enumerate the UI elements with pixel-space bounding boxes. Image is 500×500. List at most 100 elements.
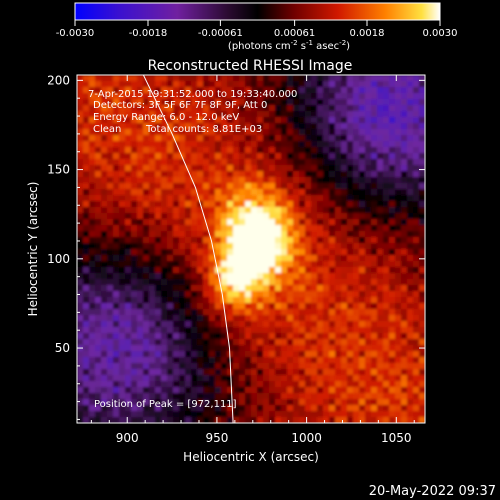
heatmap-cell	[317, 87, 324, 94]
heatmap-cell	[389, 291, 396, 298]
heatmap-cell	[257, 129, 264, 136]
heatmap-cell	[377, 165, 384, 172]
heatmap-cell	[209, 279, 216, 286]
heatmap-cell	[239, 309, 246, 316]
heatmap-cell	[137, 75, 144, 82]
heatmap-cell	[95, 135, 102, 142]
heatmap-cell	[353, 399, 360, 406]
heatmap-cell	[299, 387, 306, 394]
heatmap-cell	[317, 387, 324, 394]
heatmap-cell	[89, 141, 96, 148]
heatmap-cell	[119, 87, 126, 94]
heatmap-cell	[161, 375, 168, 382]
heatmap-cell	[383, 249, 390, 256]
heatmap-cell	[287, 201, 294, 208]
heatmap-cell	[287, 237, 294, 244]
heatmap-cell	[203, 225, 210, 232]
heatmap-cell	[335, 351, 342, 358]
heatmap-cell	[263, 99, 270, 106]
heatmap-cell	[209, 387, 216, 394]
heatmap-cell	[101, 195, 108, 202]
heatmap-cell	[203, 153, 210, 160]
heatmap-cell	[263, 285, 270, 292]
heatmap-cell	[335, 393, 342, 400]
heatmap-cell	[167, 273, 174, 280]
heatmap-cell	[215, 165, 222, 172]
heatmap-cell	[395, 75, 402, 82]
heatmap-cell	[239, 81, 246, 88]
heatmap-cell	[233, 291, 240, 298]
heatmap-cell	[257, 159, 264, 166]
heatmap-cell	[119, 117, 126, 124]
heatmap-cell	[77, 363, 84, 370]
heatmap-cell	[101, 333, 108, 340]
heatmap-cell	[257, 405, 264, 412]
heatmap-cell	[107, 327, 114, 334]
heatmap-cell	[83, 177, 90, 184]
heatmap-cell	[359, 105, 366, 112]
heatmap-cell	[161, 75, 168, 82]
heatmap-cell	[77, 165, 84, 172]
heatmap-cell	[413, 225, 420, 232]
heatmap-cell	[113, 129, 120, 136]
heatmap-cell	[287, 327, 294, 334]
heatmap-cell	[311, 189, 318, 196]
heatmap-cell	[119, 243, 126, 250]
heatmap-cell	[251, 159, 258, 166]
heatmap-cell	[83, 213, 90, 220]
heatmap-cell	[107, 93, 114, 100]
heatmap-cell	[101, 345, 108, 352]
heatmap-cell	[401, 231, 408, 238]
heatmap-cell	[161, 201, 168, 208]
heatmap-cell	[95, 357, 102, 364]
heatmap-cell	[155, 135, 162, 142]
heatmap-cell	[215, 309, 222, 316]
heatmap-cell	[95, 99, 102, 106]
heatmap-cell	[413, 201, 420, 208]
heatmap-cell	[167, 153, 174, 160]
heatmap-cell	[371, 213, 378, 220]
heatmap-cell	[323, 267, 330, 274]
heatmap-cell	[281, 375, 288, 382]
heatmap-cell	[341, 171, 348, 178]
heatmap-cell	[305, 345, 312, 352]
heatmap-cell	[305, 87, 312, 94]
heatmap-cell	[389, 111, 396, 118]
heatmap-cell	[293, 141, 300, 148]
heatmap-cell	[197, 159, 204, 166]
heatmap-cell	[95, 273, 102, 280]
heatmap-cell	[401, 87, 408, 94]
heatmap-cell	[173, 393, 180, 400]
heatmap-cell	[353, 261, 360, 268]
heatmap-cell	[281, 267, 288, 274]
heatmap-cell	[143, 267, 150, 274]
heatmap-cell	[347, 117, 354, 124]
heatmap-cell	[89, 393, 96, 400]
heatmap-cell	[173, 159, 180, 166]
heatmap-cell	[281, 255, 288, 262]
heatmap-cell	[167, 75, 174, 82]
heatmap-cell	[263, 387, 270, 394]
heatmap-cell	[323, 345, 330, 352]
heatmap-cell	[359, 231, 366, 238]
heatmap-cell	[173, 303, 180, 310]
heatmap-cell	[341, 177, 348, 184]
heatmap-cell	[245, 129, 252, 136]
heatmap-cell	[239, 123, 246, 130]
heatmap-cell	[239, 381, 246, 388]
heatmap-cell	[185, 297, 192, 304]
heatmap-cell	[305, 399, 312, 406]
heatmap-cell	[383, 255, 390, 262]
heatmap-cell	[149, 219, 156, 226]
heatmap-cell	[239, 405, 246, 412]
heatmap-cell	[179, 99, 186, 106]
heatmap-cell	[317, 195, 324, 202]
heatmap-cell	[107, 363, 114, 370]
heatmap-cell	[155, 309, 162, 316]
heatmap-cell	[245, 99, 252, 106]
heatmap-cell	[401, 195, 408, 202]
heatmap-cell	[113, 285, 120, 292]
heatmap-cell	[233, 159, 240, 166]
heatmap-cell	[371, 417, 378, 423]
heatmap-cell	[215, 327, 222, 334]
